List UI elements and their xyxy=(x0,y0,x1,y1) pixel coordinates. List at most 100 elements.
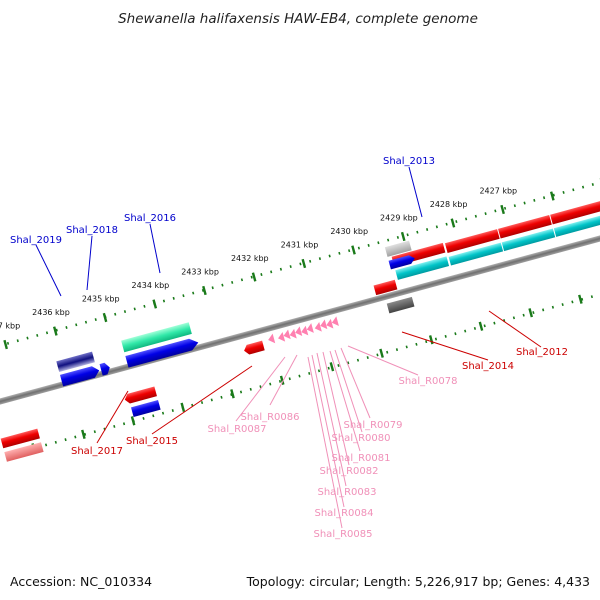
trna-gene-arrow xyxy=(331,316,339,327)
callout-line-shal-r0081 xyxy=(329,350,361,452)
gene-label-shal-r0086: Shal_R0086 xyxy=(241,412,300,423)
gene-left-edge-cds xyxy=(0,428,40,449)
gene-shal-2017-cog xyxy=(130,400,161,418)
callout-line-shal-2015 xyxy=(151,365,253,435)
outer-major-tick xyxy=(450,218,456,228)
gene-label-shal-r0078: Shal_R0078 xyxy=(399,376,458,387)
outer-major-tick xyxy=(301,258,307,269)
gene-left-edge-cog xyxy=(4,442,44,462)
outer-major-tick xyxy=(152,299,158,309)
map-title: Shewanella halifaxensis HAW-EB4, complet… xyxy=(118,11,478,27)
gene-label-shal-2015: Shal_2015 xyxy=(126,436,178,447)
gene-shal-2016-cog xyxy=(121,322,192,353)
outer-major-tick xyxy=(400,231,406,242)
callout-line-shal-r0082 xyxy=(322,351,350,466)
trna-cluster xyxy=(268,316,339,344)
gene-label-shal-r0079: Shal_R0079 xyxy=(344,420,403,431)
trna-gene-arrow xyxy=(295,326,303,336)
gene-shal-2015-cds xyxy=(244,340,265,355)
genome-backbone xyxy=(0,206,600,434)
gene-shal-2017-cds xyxy=(124,386,157,404)
gene-label-shal-2013: Shal_2013 xyxy=(383,156,435,167)
gene-label-shal-r0084: Shal_R0084 xyxy=(315,508,374,519)
gene-shal-2014-cds xyxy=(386,296,415,314)
callout-line-shal-2012 xyxy=(488,310,542,348)
trna-gene-arrow xyxy=(268,333,276,344)
trna-gene-arrow xyxy=(283,329,291,340)
tick-label: 2437 kbp xyxy=(0,322,20,331)
trna-gene-arrow xyxy=(289,328,297,339)
tick-label: 2429 kbp xyxy=(380,214,418,223)
gene-cog-far-right-1 xyxy=(501,228,556,252)
gene-callouts: Shal_2013 Shal_2016 Shal_2018 Shal_2019 … xyxy=(10,156,568,540)
inner-major-tick xyxy=(130,416,136,426)
callout-line-shal-2013 xyxy=(408,166,423,218)
callout-line-shal-2017 xyxy=(96,390,129,444)
trna-gene-arrow xyxy=(306,323,314,333)
gene-shal-2013-cog xyxy=(384,240,412,257)
gene-shal-2012-cds xyxy=(444,229,500,253)
gene-shal-2019-cds xyxy=(59,366,100,387)
callout-line-shal-r0083 xyxy=(316,352,347,487)
gene-cds-far-right-1 xyxy=(498,214,552,239)
inner-major-tick xyxy=(428,335,434,345)
gene-cog-far-right-3 xyxy=(395,256,450,280)
gene-shal-2016-cds xyxy=(125,338,199,368)
inner-major-tick xyxy=(81,429,86,439)
gene-label-shal-2014: Shal_2014 xyxy=(462,361,514,372)
inner-major-tick xyxy=(329,362,335,372)
gene-label-shal-r0082: Shal_R0082 xyxy=(320,466,379,477)
trna-gene-arrow xyxy=(314,322,322,332)
outer-major-tick xyxy=(500,204,505,215)
gene-label-shal-r0083: Shal_R0083 xyxy=(318,487,377,498)
inner-major-tick xyxy=(528,308,534,318)
tick-label: 2435 kbp xyxy=(82,295,120,304)
outer-major-tick xyxy=(251,272,257,282)
callout-line-shal-r0078 xyxy=(347,345,419,376)
outer-major-tick xyxy=(3,339,8,350)
trna-gene-arrow xyxy=(278,331,286,342)
outer-major-tick xyxy=(52,326,58,336)
trna-gene-arrow xyxy=(301,325,309,336)
callout-line-shal-r0085 xyxy=(307,356,343,529)
gene-shal-2019-cog xyxy=(56,351,95,372)
inner-major-tick xyxy=(478,321,484,331)
gene-shal-2014-red xyxy=(373,279,398,296)
accession-label: Accession: NC_010334 xyxy=(10,574,152,589)
gene-label-shal-2018: Shal_2018 xyxy=(66,225,118,236)
callout-line-shal-2018 xyxy=(86,235,93,291)
gene-shal-2018-cds xyxy=(99,362,110,376)
inner-major-tick xyxy=(279,375,285,385)
callout-line-shal-2016 xyxy=(149,223,161,274)
callout-line-shal-r0084 xyxy=(311,354,345,508)
gene-label-shal-2016: Shal_2016 xyxy=(124,213,176,224)
gene-label-shal-r0080: Shal_R0080 xyxy=(332,433,391,444)
gene-cds-far-right-2 xyxy=(550,198,600,225)
callout-line-shal-r0079 xyxy=(340,347,371,419)
reverse-strand-features xyxy=(0,279,415,462)
callout-line-shal-r0080 xyxy=(334,349,363,433)
inner-major-tick xyxy=(379,348,384,358)
callout-line-shal-2019 xyxy=(35,244,62,297)
trna-gene-arrow xyxy=(326,318,334,329)
gene-shal-2012-cog xyxy=(448,242,504,266)
callout-line-shal-r0086 xyxy=(269,354,298,406)
gene-label-shal-2012: Shal_2012 xyxy=(516,347,568,358)
outer-major-tick xyxy=(549,191,555,201)
gene-label-shal-r0087: Shal_R0087 xyxy=(208,424,267,435)
gene-label-shal-2019: Shal_2019 xyxy=(10,235,62,246)
tick-label: 2436 kbp xyxy=(32,308,70,317)
inner-major-tick xyxy=(578,294,583,304)
tick-label: 2427 kbp xyxy=(479,187,517,196)
scale-tick-labels: 2427 kbp 2428 kbp 2429 kbp 2430 kbp 2431 kbp… xyxy=(0,187,517,331)
gene-label-shal-r0085: Shal_R0085 xyxy=(314,529,373,540)
trna-gene-arrow xyxy=(320,319,328,330)
outer-major-tick xyxy=(351,245,356,255)
tick-label: 2432 kbp xyxy=(231,254,269,263)
callout-line-shal-2014 xyxy=(401,331,489,361)
genome-summary: Topology: circular; Length: 5,226,917 bp… xyxy=(246,574,590,589)
inner-major-tick xyxy=(230,389,235,399)
major-ticks xyxy=(3,177,600,453)
outer-major-tick xyxy=(202,285,207,296)
